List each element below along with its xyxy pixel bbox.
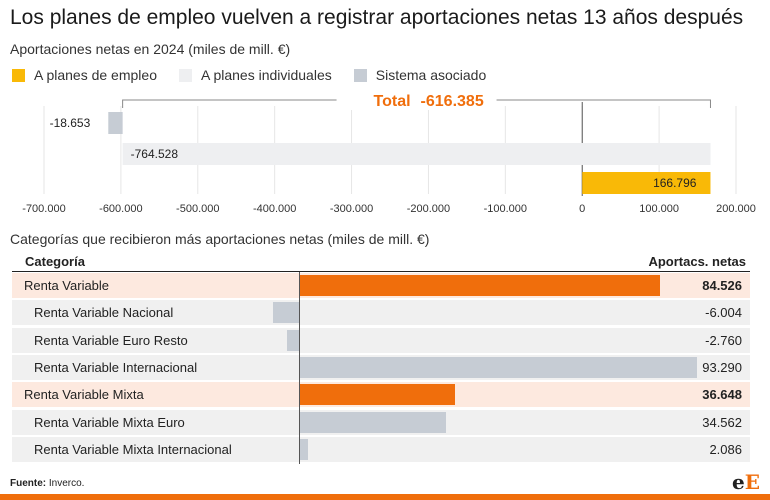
row-category: Renta Variable Euro Resto: [34, 332, 188, 348]
logo-letter-b: E: [744, 470, 760, 494]
x-tick-label: 0: [579, 203, 585, 215]
row-value: 84.526: [702, 278, 742, 293]
table-zero-line: [299, 272, 300, 464]
table-header-value: Aportacs. netas: [648, 254, 746, 269]
table-row: Renta Variable Mixta Internacional 2.086: [12, 436, 750, 463]
table-header-divider: [12, 271, 750, 272]
x-tick-label: 200.000: [716, 203, 756, 215]
row-category: Renta Variable: [24, 278, 110, 293]
bar-label-planes-empleo: 166.796: [653, 176, 697, 190]
chart-title: Los planes de empleo vuelven a registrar…: [10, 6, 744, 29]
row-value: 93.290: [702, 359, 742, 375]
legend-label-empleo: A planes de empleo: [34, 67, 157, 83]
bar-label-planes-individuales: -764.528: [131, 147, 179, 161]
bar-a-planes-individuales: [122, 143, 711, 165]
table-row: Renta Variable 84.526: [12, 272, 750, 299]
x-tick-label: -700.000: [22, 203, 65, 215]
row-background: [12, 300, 750, 326]
row-bar: [299, 438, 308, 460]
x-tick-label: -200.000: [407, 203, 450, 215]
row-bar: [299, 275, 660, 296]
table-row: Renta Variable Mixta 36.648: [12, 381, 750, 408]
row-category: Renta Variable Mixta Internacional: [34, 441, 232, 457]
x-tick-label: -600.000: [99, 203, 142, 215]
x-tick-label: -500.000: [176, 203, 219, 215]
logo-letter-a: e: [732, 470, 745, 494]
legend-swatch-individuales: [178, 68, 192, 82]
total-value: -616.385: [421, 93, 484, 110]
row-category: Renta Variable Internacional: [34, 359, 198, 375]
x-tick-label: 100.000: [639, 203, 679, 215]
row-category: Renta Variable Mixta: [24, 387, 144, 403]
row-bar: [299, 384, 456, 406]
row-value: 2.086: [709, 441, 742, 457]
row-background: [12, 436, 750, 462]
bottom-accent-bar: [0, 494, 770, 500]
legend: A planes de empleo A planes individuales…: [12, 66, 508, 84]
row-value: 36.648: [702, 387, 742, 403]
bar-label-sistema-asociado: -18.653: [50, 116, 91, 130]
total-label: Total: [374, 93, 411, 110]
legend-label-individuales: A planes individuales: [200, 67, 332, 83]
aportaciones-bar-chart: -18.653 -764.528 166.796 Total -616.385 -700.…: [22, 90, 756, 215]
legend-item-asociado: Sistema asociado: [353, 67, 487, 83]
legend-label-asociado: Sistema asociado: [375, 67, 487, 83]
table-row: Renta Variable Euro Resto -2.760: [12, 327, 750, 354]
legend-swatch-asociado: [353, 68, 367, 82]
row-bar: [299, 356, 697, 378]
legend-item-individuales: A planes individuales: [178, 67, 332, 83]
bar-a-planes-de-empleo: [582, 172, 711, 194]
row-value: -6.004: [705, 305, 742, 321]
row-bar: [287, 329, 299, 351]
row-category: Renta Variable Nacional: [34, 305, 174, 321]
table-row: Renta Variable Nacional -6.004: [12, 299, 750, 326]
x-tick-label: -300.000: [330, 203, 373, 215]
row-bar: [299, 411, 447, 433]
row-background: [12, 327, 750, 353]
source-note: Fuente: Inverco.: [10, 478, 84, 489]
table-header-category: Categoría: [25, 254, 85, 269]
legend-swatch-empleo: [12, 68, 25, 82]
total-label-background: [336, 90, 497, 110]
bar-sistema-asociado: [108, 112, 123, 134]
row-category: Renta Variable Mixta Euro: [34, 414, 185, 430]
row-value: 34.562: [702, 414, 742, 430]
table-row: Renta Variable Mixta Euro 34.562: [12, 409, 750, 436]
x-tick-label: -100.000: [484, 203, 527, 215]
legend-item-empleo: A planes de empleo: [12, 67, 157, 83]
brand-logo: eE: [732, 470, 760, 494]
source-value: Inverco.: [48, 478, 85, 489]
categorias-table: Categoría Aportacs. netas Renta Variable…: [12, 252, 750, 464]
source-label: Fuente:: [10, 478, 47, 489]
row-bar: [273, 302, 299, 324]
table-title: Categorías que recibieron más aportacion…: [10, 231, 430, 247]
table-row: Renta Variable Internacional 93.290: [12, 354, 750, 381]
row-value: -2.760: [705, 332, 742, 348]
chart-subtitle: Aportaciones netas en 2024 (miles de mil…: [10, 41, 291, 57]
x-tick-label: -400.000: [253, 203, 296, 215]
